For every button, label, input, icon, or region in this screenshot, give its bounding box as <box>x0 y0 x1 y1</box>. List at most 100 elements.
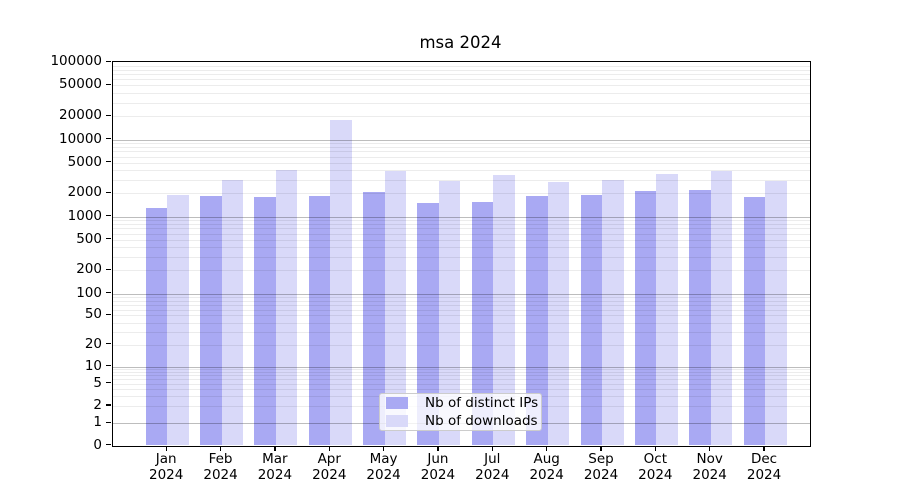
x-tick-label: May 2024 <box>366 451 401 483</box>
y-tick-label: 5000 <box>67 153 102 170</box>
gridline-minor <box>113 296 810 298</box>
gridline-major <box>113 139 810 141</box>
gridline-minor <box>113 309 810 311</box>
y-tick-mark <box>106 215 111 217</box>
y-tick-label: 1000 <box>67 207 102 224</box>
gridline-minor <box>113 193 810 195</box>
gridline-minor <box>113 228 810 230</box>
bar-distinct-ips-jun <box>417 202 439 446</box>
y-tick-label: 100000 <box>50 53 102 69</box>
gridline-minor <box>113 179 810 181</box>
bar-downloads-mar <box>275 169 298 446</box>
bar-distinct-ips-feb <box>200 195 222 446</box>
y-tick-label: 50 <box>84 306 102 323</box>
x-tick-label: Jan 2024 <box>149 451 184 483</box>
y-tick-mark <box>106 161 111 163</box>
legend-row-downloads: Nb of downloads <box>380 413 541 429</box>
gridline-minor <box>113 220 810 222</box>
x-tick-mark <box>165 446 167 451</box>
gridline-minor <box>113 322 810 324</box>
y-tick-label: 2 <box>93 396 102 413</box>
y-tick-label: 5 <box>93 374 102 391</box>
y-tick-mark <box>106 60 111 62</box>
gridline-minor <box>113 223 810 225</box>
bar-distinct-ips-may <box>363 191 385 446</box>
gridline-minor <box>113 331 810 333</box>
x-tick-mark <box>600 446 602 451</box>
gridline-minor <box>113 143 810 145</box>
gridline-minor <box>113 65 810 67</box>
gridline-minor <box>113 369 810 371</box>
gridline-minor <box>113 156 810 158</box>
x-tick-mark <box>709 446 711 451</box>
x-tick-label: Oct 2024 <box>638 451 673 483</box>
y-tick-mark <box>106 138 111 140</box>
bar-distinct-ips-dec <box>743 197 766 446</box>
y-tick-label: 1 <box>93 414 102 430</box>
y-tick-label: 50000 <box>59 76 102 93</box>
bar-downloads-may <box>384 170 407 446</box>
bar-downloads-dec <box>765 180 787 446</box>
gridline-minor <box>113 146 810 148</box>
gridline-minor <box>113 69 810 71</box>
gridline-minor <box>113 239 810 241</box>
y-tick-label: 2000 <box>67 184 102 201</box>
gridline-minor <box>113 151 810 153</box>
gridline-minor <box>113 233 810 235</box>
gridline-minor <box>113 247 810 249</box>
bar-downloads-apr <box>330 119 352 446</box>
x-tick-label: Aug 2024 <box>529 451 564 483</box>
gridline-minor <box>113 102 810 104</box>
x-tick-label: Apr 2024 <box>312 451 347 483</box>
x-tick-label: Feb 2024 <box>203 451 238 483</box>
y-tick-mark <box>106 313 111 316</box>
x-tick-label: Nov 2024 <box>692 451 727 483</box>
x-tick-mark <box>219 446 222 451</box>
y-tick-mark <box>106 238 111 240</box>
gridline-minor <box>113 162 810 164</box>
x-tick-mark <box>382 446 385 451</box>
y-tick-label: 20000 <box>59 107 102 124</box>
y-tick-mark <box>106 382 111 384</box>
bar-distinct-ips-apr <box>308 196 331 446</box>
gridline-minor <box>113 170 810 172</box>
y-tick-mark <box>106 444 111 446</box>
gridline-minor <box>113 304 810 306</box>
y-tick-mark <box>106 268 111 271</box>
legend: Nb of distinct IPs Nb of downloads <box>379 393 542 431</box>
bar-downloads-sep <box>602 179 624 446</box>
bar-distinct-ips-jan <box>145 207 168 446</box>
x-tick-mark <box>437 446 439 451</box>
gridline-minor <box>113 270 810 272</box>
x-tick-label: Jun 2024 <box>420 451 456 483</box>
y-tick-mark <box>106 343 111 345</box>
bar-downloads-feb <box>221 179 244 446</box>
gridline-major <box>113 366 810 368</box>
bar-distinct-ips-mar <box>254 197 276 446</box>
gridline-minor <box>113 388 810 390</box>
x-tick-label: Dec 2024 <box>746 451 782 483</box>
gridline-major <box>113 293 810 295</box>
bars-layer <box>113 62 810 446</box>
plot-area: Nb of distinct IPs Nb of downloads <box>112 61 811 447</box>
bar-distinct-ips-sep <box>580 194 602 446</box>
gridline-minor <box>113 383 810 385</box>
gridline-minor <box>113 85 810 87</box>
y-tick-mark <box>106 404 111 406</box>
y-tick-mark <box>106 292 111 294</box>
bar-distinct-ips-aug <box>526 196 548 446</box>
gridline-minor <box>113 315 810 317</box>
y-tick-label: 100 <box>76 284 102 301</box>
bar-distinct-ips-nov <box>689 189 711 446</box>
gridline-minor <box>113 79 810 81</box>
legend-label-downloads: Nb of downloads <box>425 413 538 429</box>
y-tick-label: 500 <box>76 230 102 247</box>
y-tick-label: 10000 <box>59 130 102 147</box>
legend-swatch-downloads <box>386 415 408 427</box>
bar-downloads-jan <box>167 195 189 446</box>
x-tick-mark <box>654 446 656 451</box>
gridline-minor <box>113 375 810 377</box>
gridline-major <box>113 216 810 218</box>
legend-row-distinct-ips: Nb of distinct IPs <box>380 395 541 411</box>
